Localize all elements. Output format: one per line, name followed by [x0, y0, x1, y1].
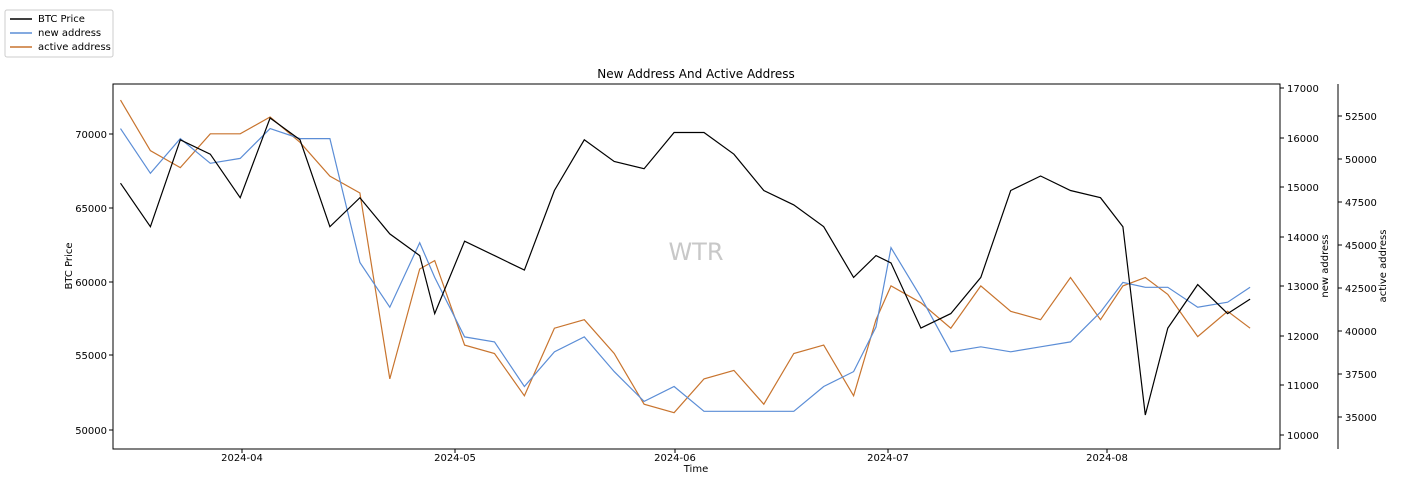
x-tick-label: 2024-04 [221, 453, 263, 464]
x-ticks: 2024-04 2024-05 2024-06 2024-07 2024-08 [221, 449, 1128, 464]
y-tick-label-right1: 15000 [1287, 183, 1319, 194]
y-tick-label-right2: 52500 [1345, 112, 1377, 123]
x-tick-label: 2024-08 [1086, 453, 1128, 464]
y-tick-label-left: 55000 [75, 351, 107, 362]
legend-label-btc-price: BTC Price [38, 14, 85, 25]
legend-label-active-address: active address [38, 42, 111, 53]
y-tick-label-right2: 47500 [1345, 198, 1377, 209]
y-tick-label-right1: 10000 [1287, 431, 1319, 442]
x-tick-label: 2024-05 [434, 453, 476, 464]
y-axis-label-right1: new address [1320, 234, 1331, 297]
y-tick-label-right1: 11000 [1287, 381, 1319, 392]
y-tick-label-left: 65000 [75, 204, 107, 215]
y-tick-label-right2: 40000 [1345, 327, 1377, 338]
y-tick-label-right1: 17000 [1287, 84, 1319, 95]
series-line-active-address [119, 99, 1251, 414]
y-tick-label-right2: 42500 [1345, 284, 1377, 295]
y-tick-label-right2: 35000 [1345, 413, 1377, 424]
watermark: WTR [668, 238, 723, 266]
y-tick-label-left: 70000 [75, 130, 107, 141]
y-ticks-right2: 35000 37500 40000 42500 45000 47500 5000… [1338, 112, 1377, 424]
y-tick-label-right2: 50000 [1345, 155, 1377, 166]
y-tick-label-right1: 16000 [1287, 134, 1319, 145]
y-tick-label-right2: 45000 [1345, 241, 1377, 252]
legend: BTC Price new address active address [4, 9, 114, 58]
y-ticks-left: 50000 55000 60000 65000 70000 [75, 130, 113, 437]
y-tick-label-right1: 14000 [1287, 233, 1319, 244]
series-line-new-address [120, 127, 1251, 412]
x-tick-label: 2024-07 [867, 453, 909, 464]
legend-label-new-address: new address [38, 28, 101, 39]
y-axis-label-right2: active address [1378, 230, 1389, 303]
x-tick-label: 2024-06 [654, 453, 696, 464]
chart-title: New Address And Active Address [597, 67, 795, 81]
plot-frame [112, 83, 1281, 450]
y-tick-label-right2: 37500 [1345, 370, 1377, 381]
y-ticks-right1: 10000 11000 12000 13000 14000 15000 1600… [1280, 84, 1319, 442]
y-tick-label-right1: 12000 [1287, 332, 1319, 343]
legend-box [4, 9, 114, 58]
y-axis-label-left: BTC Price [64, 243, 75, 290]
x-axis-label: Time [683, 464, 708, 475]
y-tick-label-left: 50000 [75, 426, 107, 437]
series-line-btc-price [120, 117, 1251, 416]
y-tick-label-right1: 13000 [1287, 282, 1319, 293]
y-tick-label-left: 60000 [75, 278, 107, 289]
series-layer [119, 99, 1251, 416]
